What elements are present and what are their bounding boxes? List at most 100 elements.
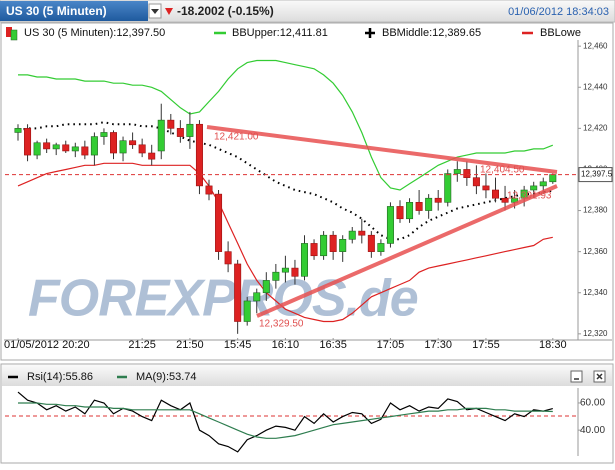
minimize-button[interactable]	[570, 370, 583, 383]
candle-body	[415, 202, 423, 211]
x-tick-label: 18:30	[539, 339, 567, 351]
candle-body	[434, 197, 442, 203]
last-price-label: 12,397.5	[581, 170, 613, 179]
y-tick-label: 12,380	[583, 206, 608, 215]
candle-body	[129, 140, 137, 146]
series-line	[18, 402, 553, 439]
y-tick-label: 12,340	[583, 288, 608, 297]
x-tick-label: 01/05/2012 20:20	[4, 339, 90, 351]
candle-body	[119, 140, 127, 154]
y-tick-label: 12,360	[583, 247, 608, 256]
legend-swatch	[365, 28, 375, 38]
candle-body	[549, 174, 557, 183]
candle-body	[14, 128, 22, 133]
legend-entry: Rsi(14):55.86	[27, 371, 93, 383]
annotation: 12,421.00	[214, 132, 259, 143]
candle-body	[453, 169, 461, 174]
candle-body	[491, 189, 499, 199]
candle-body	[138, 144, 146, 154]
series-line	[17, 391, 553, 453]
main-panel	[0, 22, 614, 361]
y-tick-label: 12,320	[583, 329, 608, 338]
annotation: 12,391.93	[507, 191, 552, 202]
symbol-box[interactable]	[0, 1, 148, 21]
x-tick-label: 16:10	[272, 339, 300, 351]
candle-body	[186, 123, 194, 137]
candle-body	[262, 280, 270, 294]
x-tick-label: 21:25	[128, 339, 156, 351]
rsi-header	[2, 365, 612, 386]
icon	[596, 373, 603, 380]
candle-body	[501, 197, 509, 203]
candle-body	[472, 177, 480, 187]
candle-body	[81, 146, 89, 156]
price-plot: 12,32012,34012,36012,38012,40012,42012,4…	[4, 41, 613, 351]
candle-body	[281, 267, 289, 273]
candle-body	[167, 119, 175, 129]
candle-body	[482, 185, 490, 191]
series-line	[18, 59, 554, 191]
timestamp: 01/06/2012 18:34:03	[508, 6, 609, 18]
candle-body	[358, 230, 366, 236]
candle-body	[272, 271, 280, 281]
candle-body	[71, 146, 79, 152]
candle-body	[463, 169, 471, 178]
y-tick-label: 40.00	[580, 425, 605, 436]
candle-body	[406, 202, 414, 220]
overlay: 12,421.00 12,329.50 12,404.50 12,391.93	[206, 125, 558, 330]
x-tick-label: 21:50	[176, 339, 204, 351]
symbol: US 30 (5 Minuten)	[6, 4, 107, 18]
candle-body	[386, 206, 394, 244]
legend-entry: BBLowe	[540, 27, 581, 39]
rsi-plot: 40.00 60.00	[17, 391, 605, 453]
annotation: 12,404.50	[480, 165, 525, 176]
price-change: -18.2002 (-0.15%)	[177, 4, 274, 18]
candle-body	[320, 234, 328, 257]
dropdown-arrow	[151, 9, 159, 14]
candle-body	[195, 123, 203, 187]
last-price-box	[578, 167, 613, 183]
legend-icon-down	[6, 27, 12, 37]
candle-body	[339, 239, 347, 252]
trend-line	[206, 125, 558, 174]
legend-entry: BBUpper:12,411.81	[232, 27, 328, 39]
y-tick-label: 12,420	[583, 123, 608, 132]
y-tick-label: 12,440	[583, 82, 608, 91]
candle-body	[530, 185, 538, 191]
x-tick-label: 17:55	[472, 339, 500, 351]
candle-body	[396, 206, 404, 220]
down-arrow	[165, 8, 173, 15]
y-tick-label: 60.00	[580, 398, 605, 409]
candle-body	[444, 173, 452, 203]
candle-body	[377, 243, 385, 252]
candle-body	[224, 251, 232, 265]
candle-body	[110, 132, 118, 154]
candle-body	[24, 128, 32, 156]
candle-body	[253, 292, 261, 302]
candle-body	[43, 142, 51, 150]
candle-body	[100, 132, 108, 137]
trend-line	[256, 184, 558, 318]
candle-body	[62, 144, 70, 152]
candle-body	[157, 119, 165, 152]
x-tick-label: 17:30	[424, 339, 452, 351]
watermark: FOREXPROS.de	[28, 270, 418, 328]
candle-body	[300, 243, 308, 277]
candle-body	[348, 230, 356, 240]
candle-body	[539, 181, 547, 187]
candle-body	[243, 300, 251, 322]
candle-body	[52, 144, 60, 150]
legend-entry: MA(9):53.74	[136, 371, 197, 383]
y-tick-label: 12,460	[583, 41, 608, 50]
candle-body	[234, 263, 242, 322]
candle-body	[148, 152, 156, 160]
series-line	[17, 162, 553, 323]
candle-body	[176, 128, 184, 137]
annotation: 12,329.50	[259, 319, 304, 330]
series-line	[17, 121, 553, 241]
candle-body	[367, 234, 375, 252]
legend-icon-up	[10, 29, 18, 41]
legend-entry: US 30 (5 Minuten):12,397.50	[24, 27, 165, 39]
x-tick-label: 15:45	[224, 339, 252, 351]
